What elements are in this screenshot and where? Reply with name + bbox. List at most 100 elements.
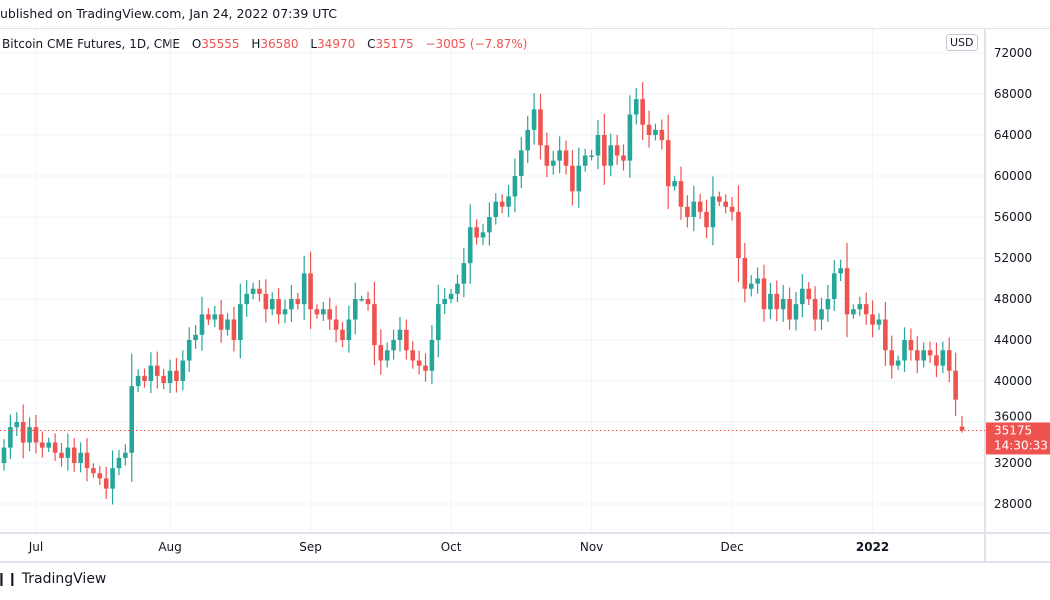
high-value: 36580: [260, 37, 299, 51]
candle-body: [314, 309, 320, 315]
candle-body: [678, 181, 684, 207]
candle-body: [91, 468, 96, 474]
candle-body: [467, 227, 473, 264]
x-tick-label: Dec: [720, 540, 743, 554]
candle-body: [116, 457, 122, 469]
candle-body: [825, 299, 831, 310]
y-tick-label: 72000: [994, 46, 1032, 60]
candle-body: [301, 273, 307, 305]
candle-body: [768, 293, 773, 310]
candle-body: [263, 293, 269, 310]
candle-body: [723, 201, 728, 207]
candle-body: [844, 268, 850, 315]
x-tick-label: 2022: [856, 540, 889, 554]
candle-body: [812, 299, 818, 320]
candle-body: [665, 140, 671, 187]
candle-body: [761, 278, 767, 310]
candle-body: [908, 340, 914, 351]
candle-body: [851, 309, 856, 315]
candle-body: [614, 145, 620, 156]
candle-body: [352, 299, 358, 320]
candle-body: [602, 135, 607, 166]
last-price-label: 35175: [994, 423, 1032, 437]
published-caption: ublished on TradingView.com, Jan 24, 202…: [0, 6, 338, 21]
candle-body: [410, 350, 416, 361]
candle-body: [167, 370, 173, 384]
candle-body: [135, 375, 141, 387]
candle-body: [512, 176, 518, 197]
candle-body: [27, 427, 32, 443]
low-label: L: [310, 37, 318, 51]
candle-body: [499, 201, 505, 207]
candle-body: [653, 129, 658, 135]
candle-body: [321, 309, 326, 315]
y-tick-label: 28000: [994, 497, 1032, 511]
open-label: O: [191, 37, 202, 51]
candle-body: [257, 288, 262, 294]
candle-body: [218, 314, 224, 330]
candle-body: [231, 319, 237, 340]
y-tick-label: 44000: [994, 333, 1032, 347]
candle-body: [570, 165, 575, 192]
y-tick-label: 52000: [994, 251, 1032, 265]
candle-body: [780, 299, 786, 310]
y-tick-label: 32000: [994, 456, 1032, 470]
candle-body: [557, 150, 562, 161]
symbol-title: Bitcoin CME Futures, 1D, CME: [2, 37, 181, 51]
candle-body: [244, 293, 249, 305]
candle-body: [902, 340, 907, 361]
candle-body: [685, 206, 690, 217]
high-label: H: [251, 37, 261, 51]
candle-body: [404, 329, 409, 351]
close-value: 35175: [375, 37, 414, 51]
candle-body: [327, 309, 333, 320]
candle-body: [206, 314, 211, 320]
candle-body: [161, 375, 166, 384]
candle-body: [934, 355, 939, 366]
candle-body: [365, 299, 371, 305]
brand-name: TradingView: [21, 571, 107, 587]
candle-body: [704, 211, 709, 228]
candle-body: [742, 258, 748, 289]
candle-body: [154, 365, 160, 376]
candle-body: [378, 345, 384, 361]
candle-body: [20, 422, 26, 443]
open-value: 35555: [201, 37, 240, 51]
candle-body: [435, 304, 441, 340]
y-tick-label: 60000: [994, 169, 1032, 183]
candle-body: [576, 165, 582, 192]
candle-body: [269, 299, 275, 310]
candle-body: [123, 452, 128, 458]
candle-body: [65, 447, 71, 458]
candle-body: [416, 360, 422, 366]
candle-body: [487, 217, 492, 233]
candle-body: [97, 473, 103, 479]
candle-body: [550, 160, 556, 166]
tradingview-logo-icon: ❙❙: [0, 571, 18, 587]
candle-body: [346, 319, 352, 340]
candle-body: [806, 288, 812, 299]
candle-body: [895, 360, 901, 366]
x-tick-label: Nov: [580, 540, 603, 554]
candle-body: [474, 227, 479, 238]
candle-body: [627, 114, 633, 161]
candle-body: [384, 350, 390, 361]
footer-brand: ❙❙ TradingView: [0, 571, 106, 587]
candle-body: [621, 155, 626, 161]
candle-body: [289, 299, 294, 310]
y-tick-label: 56000: [994, 210, 1032, 224]
candle-body: [729, 206, 735, 212]
currency-button[interactable]: USD: [946, 34, 978, 51]
candle-body: [710, 196, 716, 228]
candle-body: [238, 304, 243, 340]
candle-body: [455, 283, 460, 294]
candle-body: [697, 201, 703, 212]
candle-body: [793, 304, 799, 320]
candle-body: [946, 350, 952, 371]
candle-body: [531, 109, 537, 130]
candle-body: [372, 304, 377, 346]
candle-body: [608, 145, 614, 166]
candle-body: [921, 350, 926, 361]
candle-body: [672, 181, 677, 187]
